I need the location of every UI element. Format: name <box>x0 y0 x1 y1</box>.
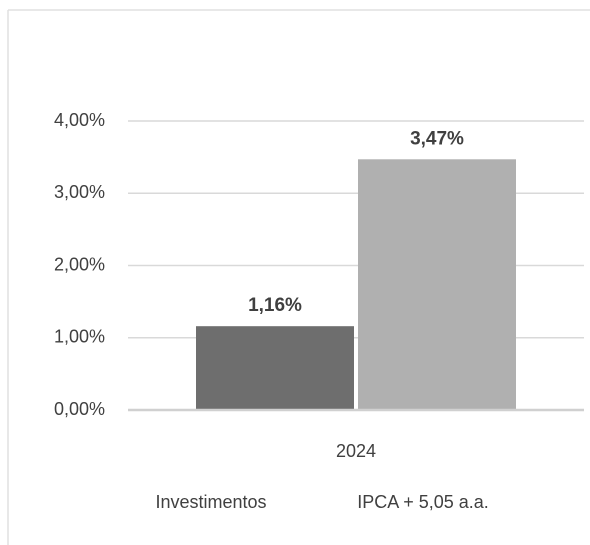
legend-label: Investimentos <box>155 492 266 512</box>
y-tick-label: 0,00% <box>54 399 105 419</box>
x-tick-label: 2024 <box>336 441 376 461</box>
value-label: 3,47% <box>410 128 464 149</box>
legend-label: IPCA + 5,05 a.a. <box>357 492 489 512</box>
value-label: 1,16% <box>248 295 302 316</box>
bar <box>358 159 516 410</box>
bar <box>196 326 354 410</box>
y-tick-label: 3,00% <box>54 182 105 202</box>
y-tick-label: 4,00% <box>54 110 105 130</box>
y-tick-label: 1,00% <box>54 327 105 347</box>
y-tick-label: 2,00% <box>54 254 105 274</box>
